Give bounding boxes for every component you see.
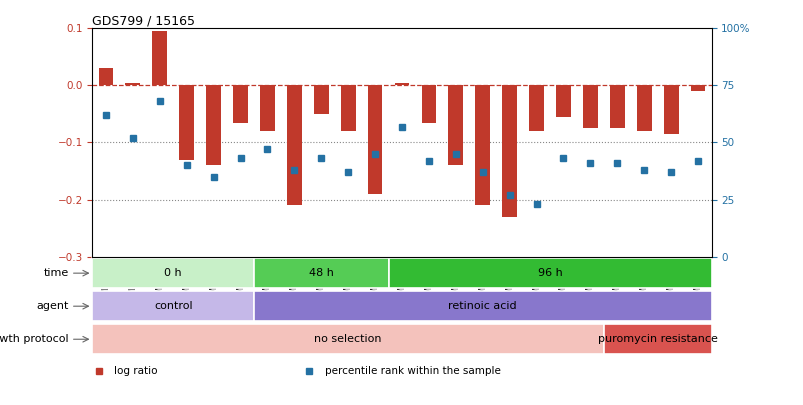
Text: GDS799 / 15165: GDS799 / 15165 [92, 14, 195, 27]
Bar [388, 258, 711, 288]
Bar [690, 85, 704, 91]
Bar [233, 85, 247, 123]
Bar [502, 85, 516, 217]
Bar [448, 85, 463, 165]
Bar [125, 83, 140, 85]
Text: log ratio: log ratio [114, 366, 157, 375]
Bar [179, 85, 194, 160]
Bar [254, 258, 388, 288]
Text: no selection: no selection [314, 334, 381, 344]
Bar [367, 85, 382, 194]
Text: 48 h: 48 h [308, 268, 333, 278]
Bar [313, 85, 328, 114]
Bar [663, 85, 678, 134]
Bar [92, 258, 254, 288]
Bar [636, 85, 651, 131]
Bar [206, 85, 221, 165]
Text: agent: agent [36, 301, 69, 311]
Bar [99, 68, 113, 85]
Bar [421, 85, 436, 123]
Text: percentile rank within the sample: percentile rank within the sample [324, 366, 499, 375]
Bar [528, 85, 544, 131]
Bar [254, 291, 711, 322]
Text: control: control [153, 301, 192, 311]
Text: time: time [43, 268, 69, 278]
Text: growth protocol: growth protocol [0, 334, 69, 344]
Text: 96 h: 96 h [537, 268, 562, 278]
Bar [92, 324, 603, 354]
Bar [152, 31, 167, 85]
Bar [340, 85, 355, 131]
Text: 0 h: 0 h [164, 268, 181, 278]
Bar [603, 324, 711, 354]
Bar [259, 85, 275, 131]
Bar [556, 85, 570, 117]
Bar [582, 85, 597, 128]
Bar [475, 85, 490, 205]
Bar [92, 291, 254, 322]
Text: puromycin resistance: puromycin resistance [597, 334, 717, 344]
Bar [609, 85, 624, 128]
Text: retinoic acid: retinoic acid [448, 301, 516, 311]
Bar [287, 85, 301, 205]
Bar [394, 83, 409, 85]
